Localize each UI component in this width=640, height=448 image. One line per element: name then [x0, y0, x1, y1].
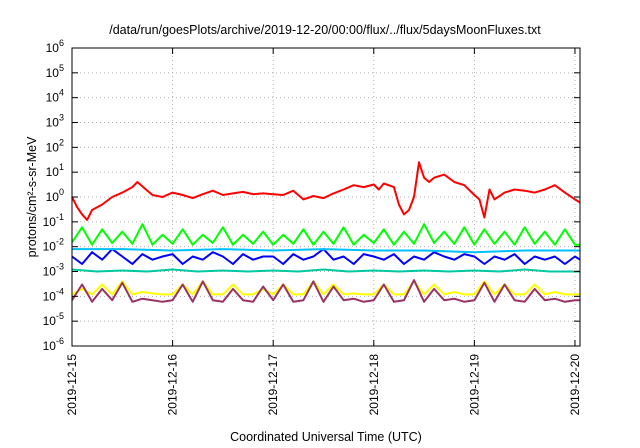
- x-tick-label: 2019-12-16: [166, 354, 180, 416]
- series-line-3: [71, 248, 581, 265]
- y-axis: 10-6 10-5 10-4 10-3 10-2 10-1 100 101 102 103 104 1…: [43, 38, 580, 353]
- y-tick-label: 10-2: [43, 237, 64, 254]
- y-tick-label: 10-1: [43, 212, 64, 229]
- x-tick-label: 2019-12-18: [367, 354, 381, 416]
- x-tick-label: 2019-12-17: [266, 354, 280, 416]
- x-tick-label: 2019-12-19: [467, 354, 481, 416]
- series-lines: [71, 161, 581, 303]
- y-tick-label: 100: [46, 187, 64, 204]
- y-tick-label: 106: [46, 38, 64, 55]
- y-tick-label: 103: [46, 113, 64, 130]
- series-line-1: [71, 161, 581, 221]
- y-tick-label: 101: [46, 162, 64, 179]
- series-line-7: [71, 279, 580, 303]
- y-tick-label: 105: [46, 63, 64, 80]
- y-tick-label: 104: [46, 88, 64, 105]
- chart-title: /data/run/goesPlots/archive/2019-12-20/0…: [109, 23, 541, 37]
- y-tick-label: 10-5: [43, 311, 64, 328]
- series-line-2: [71, 223, 580, 246]
- y-tick-label: 10-6: [43, 336, 64, 353]
- x-tick-label: 2019-12-20: [568, 354, 582, 416]
- series-line-6: [71, 280, 580, 296]
- y-tick-label: 102: [46, 137, 64, 154]
- series-line-5: [71, 268, 580, 273]
- y-tick-label: 10-4: [43, 286, 64, 303]
- y-tick-label: 10-3: [43, 262, 64, 279]
- x-tick-label: 2019-12-15: [65, 354, 79, 416]
- series-line-4: [72, 248, 580, 254]
- x-axis-label: Coordinated Universal Time (UTC): [230, 430, 422, 444]
- y-axis-label: protons/cm²-s-sr-MeV: [25, 136, 39, 258]
- x-axis: 2019-12-15 2019-12-16 2019-12-17 2019-12-18…: [65, 48, 582, 415]
